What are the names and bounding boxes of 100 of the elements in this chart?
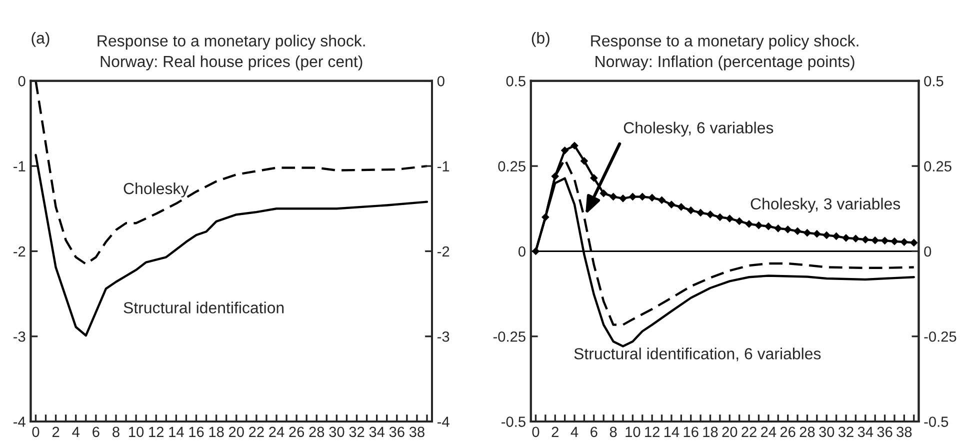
point [551,172,560,180]
y2-tick-label: 0.5 [924,76,944,86]
x-tick-label: 14 [664,426,680,437]
y-tick-label: -3 [14,331,26,342]
point [638,192,646,201]
x-tick-label: 16 [684,426,698,438]
x-tick-label: 6 [590,426,598,438]
y2-tick-label: -1 [438,161,450,172]
point [686,206,695,214]
y2-tick-label: -0.5 [924,416,948,427]
x-tick-label: 16 [189,426,204,438]
point [890,237,898,246]
point [609,192,618,201]
x-tick-label: 20 [722,426,738,438]
y2-tick-label: -0.25 [924,331,956,342]
x-tick-label: 8 [610,426,617,438]
point [803,228,812,237]
line-series [34,80,428,266]
text: (b) [532,32,550,47]
point [822,231,831,240]
x-tick-label: 2 [552,426,558,437]
x-tick-label: 18 [703,426,718,438]
x-tick-label: 12 [645,426,660,437]
point [735,217,744,226]
x-tick-label: 20 [229,426,244,438]
point [764,222,772,230]
line-series [34,154,428,337]
point [900,238,908,246]
x-tick-label: 12 [149,426,164,437]
point [628,192,637,201]
y2-tick-label: 0 [437,76,444,86]
point [706,210,714,218]
x-tick-label: 38 [409,426,424,438]
x-tick-label: 24 [269,426,284,437]
y2-tick-label: -4 [438,416,450,427]
point [861,236,870,244]
point [784,225,792,234]
x-tick-label: 10 [626,426,640,438]
x-tick-label: 4 [72,426,80,437]
x-tick-label: 28 [800,426,815,438]
point [668,200,676,208]
y-tick-label: -4 [14,416,26,427]
x-tick-label: 14 [169,426,184,437]
text: Structural identification, 6 variables [574,348,821,362]
x-tick-label: 28 [309,426,324,438]
point [560,146,569,154]
y-tick-label: -2 [14,246,26,256]
x-tick-label: 36 [389,426,404,438]
point [677,203,686,211]
x-tick-label: 0 [532,426,540,438]
y-tick-label: -1 [14,161,26,172]
series-label: Cholesky [124,182,189,198]
y2-tick-label: -2 [438,246,450,256]
y-tick-label: -0.5 [502,416,526,427]
x-tick-label: 26 [780,426,796,438]
x-tick-label: 4 [570,426,578,437]
y-tick-label: 0 [18,76,26,86]
x-tick-label: 34 [369,426,385,438]
point [580,157,588,165]
point [794,227,802,236]
x-tick-label: 2 [52,426,60,437]
x-tick-label: 32 [349,426,364,438]
point [716,213,724,222]
y2-tick-label: 0.25 [924,161,952,172]
point [600,189,608,198]
y-tick-label: 0.5 [506,76,526,86]
x-tick-label: 18 [209,426,224,438]
point [570,142,578,150]
point [648,194,656,202]
point [619,194,627,202]
x-tick-label: 38 [896,426,912,438]
point [871,236,880,244]
x-tick-label: 24 [761,426,776,437]
y2-tick-label: 0 [924,246,932,257]
series-label: Cholesky, 3 variables [750,198,900,213]
x-tick-label: 36 [877,426,892,438]
chart-title: Response to a monetary policy shock. Norway: Real house prices (per cent) [98,34,365,70]
x-tick-label: 0 [32,426,40,438]
y-tick-label: -0.25 [493,331,526,342]
x-tick-label: 22 [249,426,264,437]
y-tick-label: 0 [518,246,526,257]
point [590,174,598,182]
text: (a) [32,32,50,47]
annotation: Cholesky, 6 variables [624,122,774,137]
point [745,220,753,228]
point [842,234,850,242]
series-label: Structural identification [124,302,284,314]
point [812,230,821,238]
y-tick-label: 0.25 [498,161,526,172]
point [754,221,763,230]
point [880,236,889,245]
x-tick-label: 8 [112,426,120,438]
x-tick-label: 30 [819,426,834,438]
x-tick-label: 34 [858,426,874,438]
point [658,196,666,204]
x-tick-label: 22 [742,426,756,437]
point [726,214,734,222]
x-tick-label: 26 [289,426,304,438]
y2-tick-label: -3 [438,331,450,342]
point [774,224,782,232]
